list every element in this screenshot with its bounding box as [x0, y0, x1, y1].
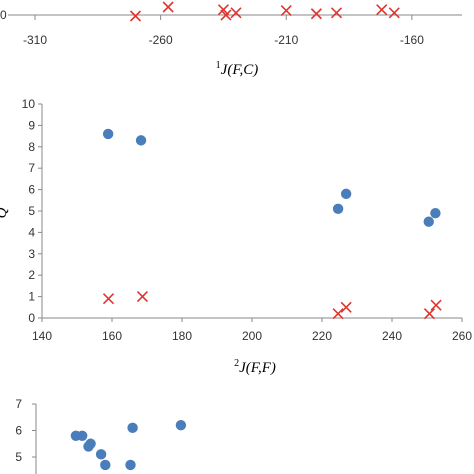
chart-2-y-tick-label: 4 [28, 225, 35, 239]
chart-3-data-point [100, 459, 111, 471]
chart-1-x-tick-label: -160 [400, 33, 424, 47]
chart-3-y-tick-label: 7 [15, 397, 22, 411]
chart-2-data-point [340, 301, 352, 313]
chart-1-data-point [217, 4, 230, 16]
chart-2-y-tick-label: 1 [28, 290, 35, 304]
chart-2-x-tick-label: 260 [452, 329, 472, 343]
chart-1-data-point [129, 10, 142, 22]
chart-2-x-tick-label: 160 [102, 329, 122, 343]
chart-3-data-point [125, 459, 136, 471]
chart-3-data-point [127, 422, 138, 434]
chart-2-x-tick-label: 220 [312, 329, 332, 343]
chart-2-y-tick-label: 8 [28, 140, 35, 154]
chart-2-y-tick-label: 7 [28, 161, 35, 175]
chart-3-data-point [85, 438, 96, 449]
chart-1-x-tick-label: -210 [274, 33, 298, 47]
chart-2-data-point [135, 135, 147, 146]
chart-2-data-point [340, 188, 352, 200]
chart-1-data-point [310, 8, 322, 20]
chart-2-data-point [102, 128, 114, 140]
chart-1-x-label-main: J(F,C) [221, 62, 259, 78]
chart-2-data-point [136, 291, 149, 303]
chart-3-data-point [77, 430, 88, 441]
chart-3-data-point [95, 449, 107, 460]
chart-2-x-tick-label: 240 [382, 329, 402, 343]
chart-2-x-label-superscript: 2 [234, 358, 239, 369]
chart-2-y-axis-label: Q [0, 207, 10, 218]
chart-1-data-point [330, 7, 343, 19]
chart-2-y-tick-label: 5 [28, 204, 35, 218]
chart-2-x-label-main: J(F,F) [239, 360, 276, 376]
chart-2-x-axis-label: 2J(F,F) [234, 358, 276, 376]
chart-1-x-tick-label: -310 [23, 33, 47, 47]
chart-2-data-point [102, 293, 115, 305]
chart-1-y-tick-label: 0 [0, 8, 7, 22]
chart-2-y-tick-label: 9 [28, 118, 35, 132]
chart-3-data-point [175, 420, 187, 431]
chart-1-data-point [230, 7, 242, 19]
chart-2-y-tick-label: 3 [28, 247, 35, 261]
chart-1-data-point [162, 1, 174, 13]
chart-2-x-tick-label: 140 [32, 329, 52, 343]
chart-1-data-point [376, 4, 388, 16]
chart-2-x-tick-label: 200 [242, 329, 262, 343]
chart-1-data-point [280, 5, 292, 17]
chart-3-y-tick-label: 5 [15, 450, 22, 464]
chart-1-data-point [388, 7, 400, 19]
chart-2-y-tick-label: 6 [28, 183, 35, 197]
chart-2-y-tick-label: 10 [22, 97, 36, 111]
chart-1-x-label-superscript: 1 [216, 60, 221, 71]
chart-2-x-tick-label: 180 [172, 329, 192, 343]
chart-2-data-point [332, 308, 344, 320]
chart-2-y-tick-label: 2 [28, 268, 35, 282]
chart-3-y-tick-label: 6 [15, 424, 22, 438]
chart-2-data-point [332, 203, 344, 215]
chart-2-data-point [423, 216, 434, 227]
chart-1: -310 -260 -210 -160 0 1J(F,C) [0, 1, 462, 78]
chart-1-x-axis-label: 1J(F,C) [216, 60, 259, 78]
chart-2-data-point [423, 308, 436, 320]
chart-1-data-point [220, 9, 232, 21]
chart-2-data-point [430, 299, 442, 311]
chart-2-y-tick-label: 0 [28, 311, 35, 325]
chart-1-x-tick-label: -260 [149, 33, 173, 47]
chart-2-data-point [430, 207, 441, 219]
